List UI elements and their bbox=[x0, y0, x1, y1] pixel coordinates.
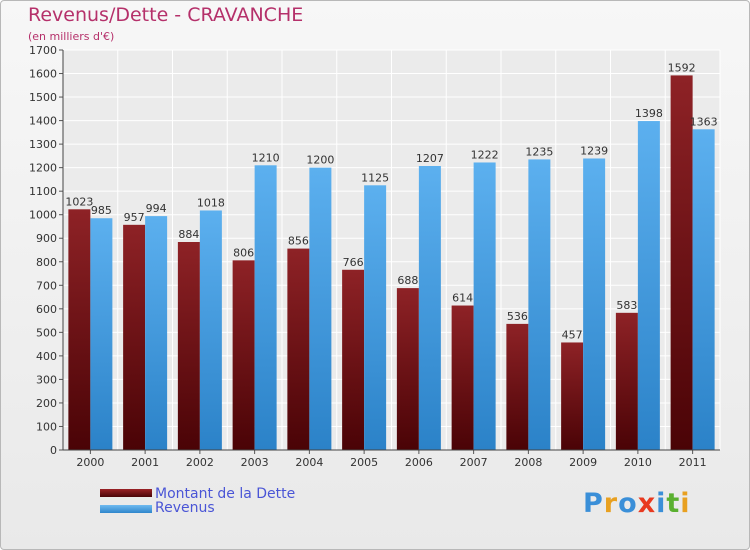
bar-dette bbox=[342, 269, 365, 450]
bar-dette bbox=[232, 260, 255, 450]
y-tick-label: 900 bbox=[36, 232, 57, 245]
data-label: 1363 bbox=[690, 115, 718, 128]
y-tick-label: 600 bbox=[36, 303, 57, 316]
bar-revenus bbox=[583, 158, 606, 450]
x-tick-label: 2005 bbox=[350, 456, 378, 469]
y-tick-label: 300 bbox=[36, 373, 57, 386]
y-tick-label: 1700 bbox=[29, 44, 57, 57]
bar-revenus bbox=[254, 165, 277, 450]
data-label: 806 bbox=[233, 246, 254, 259]
bar-dette bbox=[506, 323, 529, 450]
x-tick-label: 2006 bbox=[405, 456, 433, 469]
y-tick-label: 500 bbox=[36, 326, 57, 339]
data-label: 1235 bbox=[525, 145, 553, 158]
data-label: 1222 bbox=[471, 148, 499, 161]
data-label: 957 bbox=[124, 211, 145, 224]
x-tick-label: 2007 bbox=[460, 456, 488, 469]
y-tick-label: 700 bbox=[36, 279, 57, 292]
data-label: 1200 bbox=[306, 154, 334, 167]
data-label: 583 bbox=[616, 299, 637, 312]
bar-revenus bbox=[364, 185, 387, 450]
data-label: 1207 bbox=[416, 152, 444, 165]
bar-dette bbox=[68, 209, 91, 450]
x-tick-label: 2003 bbox=[241, 456, 269, 469]
bar-dette bbox=[451, 305, 474, 450]
bar-revenus bbox=[145, 216, 168, 450]
y-tick-label: 800 bbox=[36, 256, 57, 269]
y-tick-label: 1400 bbox=[29, 115, 57, 128]
y-tick-label: 200 bbox=[36, 397, 57, 410]
x-tick-label: 2001 bbox=[131, 456, 159, 469]
data-label: 1023 bbox=[65, 195, 93, 208]
data-label: 1398 bbox=[635, 107, 663, 120]
data-label: 766 bbox=[343, 256, 364, 269]
x-tick-label: 2002 bbox=[186, 456, 214, 469]
data-label: 688 bbox=[397, 274, 418, 287]
data-label: 1018 bbox=[197, 196, 225, 209]
y-tick-label: 1100 bbox=[29, 185, 57, 198]
y-tick-label: 400 bbox=[36, 350, 57, 363]
data-label: 1210 bbox=[252, 151, 280, 164]
data-label: 1125 bbox=[361, 171, 389, 184]
bar-revenus bbox=[90, 218, 113, 450]
bar-revenus bbox=[199, 210, 222, 450]
bar-dette bbox=[177, 242, 200, 450]
data-label: 985 bbox=[91, 204, 112, 217]
legend-swatch-dette bbox=[100, 489, 152, 497]
bar-revenus bbox=[473, 162, 496, 450]
y-tick-label: 1000 bbox=[29, 209, 57, 222]
x-tick-label: 2004 bbox=[295, 456, 323, 469]
data-label: 994 bbox=[146, 202, 167, 215]
bar-revenus bbox=[528, 159, 551, 451]
y-tick-label: 1300 bbox=[29, 138, 57, 151]
chart-title: Revenus/Dette - CRAVANCHE bbox=[28, 4, 304, 26]
proxiti-logo: Proxiti bbox=[583, 488, 691, 519]
bar-dette bbox=[123, 224, 146, 450]
data-label: 457 bbox=[562, 328, 583, 341]
x-tick-label: 2008 bbox=[514, 456, 542, 469]
y-tick-label: 1200 bbox=[29, 162, 57, 175]
bar-revenus bbox=[309, 167, 332, 450]
data-label: 884 bbox=[178, 228, 199, 241]
x-tick-label: 2000 bbox=[76, 456, 104, 469]
legend-label-revenus: Revenus bbox=[155, 500, 215, 516]
bar-dette bbox=[670, 75, 693, 450]
x-tick-label: 2009 bbox=[569, 456, 597, 469]
data-label: 1239 bbox=[580, 144, 608, 157]
y-tick-label: 0 bbox=[50, 444, 57, 457]
bar-dette bbox=[287, 248, 310, 450]
bar-dette bbox=[615, 312, 638, 450]
bar-revenus bbox=[637, 121, 660, 450]
chart-subtitle: (en milliers d'€) bbox=[28, 30, 115, 43]
data-label: 614 bbox=[452, 292, 473, 305]
legend-swatch-revenus bbox=[100, 505, 152, 513]
y-tick-label: 1600 bbox=[29, 68, 57, 81]
bar-revenus bbox=[418, 166, 441, 450]
legend-label-dette: Montant de la Dette bbox=[155, 486, 296, 502]
y-tick-label: 1500 bbox=[29, 91, 57, 104]
data-label: 856 bbox=[288, 235, 309, 248]
bar-dette bbox=[396, 288, 419, 450]
data-label: 1592 bbox=[668, 61, 696, 74]
y-tick-label: 100 bbox=[36, 420, 57, 433]
bar-dette bbox=[561, 342, 584, 450]
x-tick-label: 2011 bbox=[679, 456, 707, 469]
data-label: 536 bbox=[507, 310, 528, 323]
bar-revenus bbox=[692, 129, 715, 450]
x-tick-label: 2010 bbox=[624, 456, 652, 469]
